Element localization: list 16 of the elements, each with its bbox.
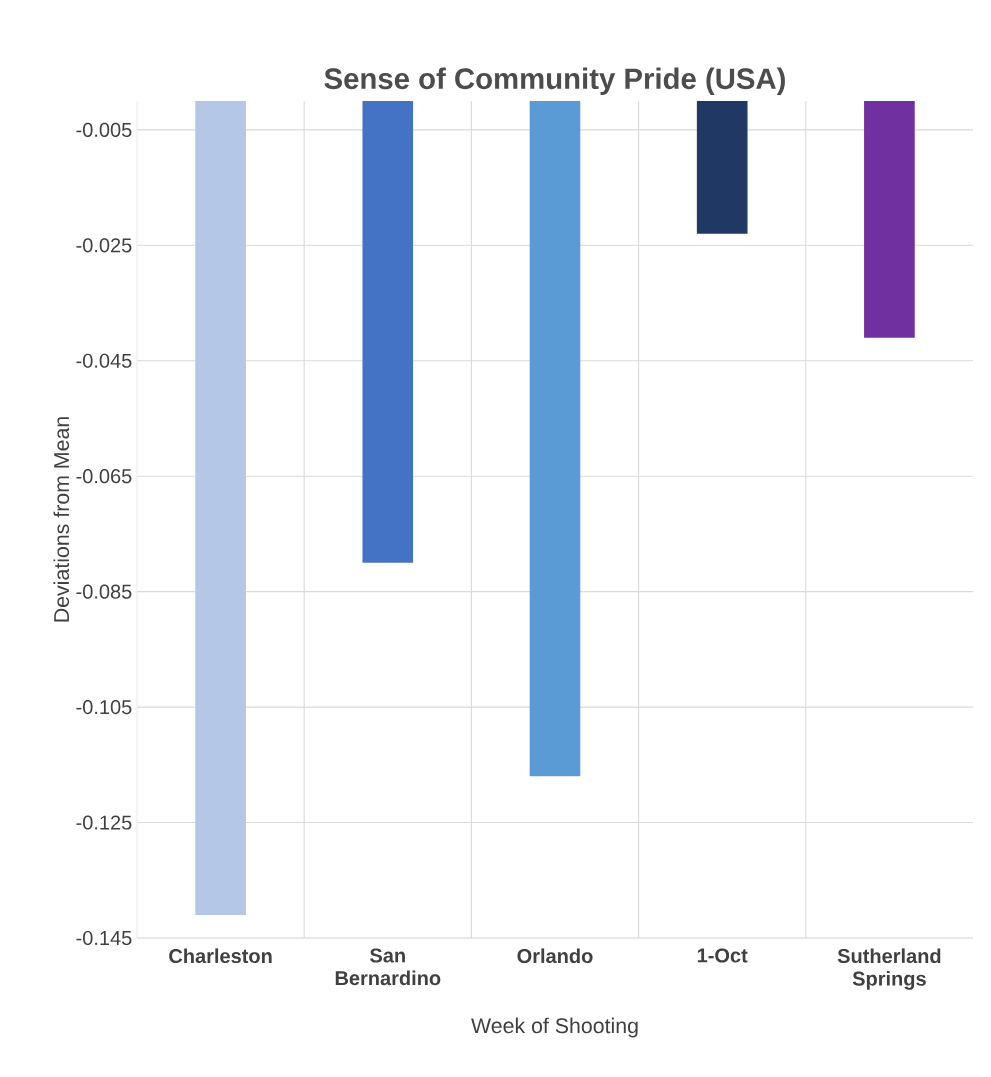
y-axis-title: Deviations from Mean xyxy=(53,417,70,622)
y-tick-label: -0.005 xyxy=(76,122,132,137)
y-tick-label: -0.125 xyxy=(76,815,132,830)
y-tick-label: -0.105 xyxy=(76,700,132,715)
x-axis-title: Week of Shooting xyxy=(471,1017,638,1038)
chart-title: Sense of Community Pride (USA) xyxy=(324,67,785,95)
x-tick-label: 1-Oct xyxy=(697,948,748,963)
x-tick-label: San Bernardino xyxy=(335,948,441,986)
x-tick-label: Charleston xyxy=(169,948,272,964)
x-tick-label: Sutherland Springs xyxy=(837,948,941,990)
x-tick-label: Orlando xyxy=(517,948,593,964)
y-tick-label: -0.045 xyxy=(76,353,132,368)
y-tick-label: -0.025 xyxy=(76,238,132,253)
y-tick-label: -0.145 xyxy=(76,930,132,946)
y-tick-label: -0.085 xyxy=(76,584,132,599)
y-tick-label: -0.065 xyxy=(76,469,132,484)
